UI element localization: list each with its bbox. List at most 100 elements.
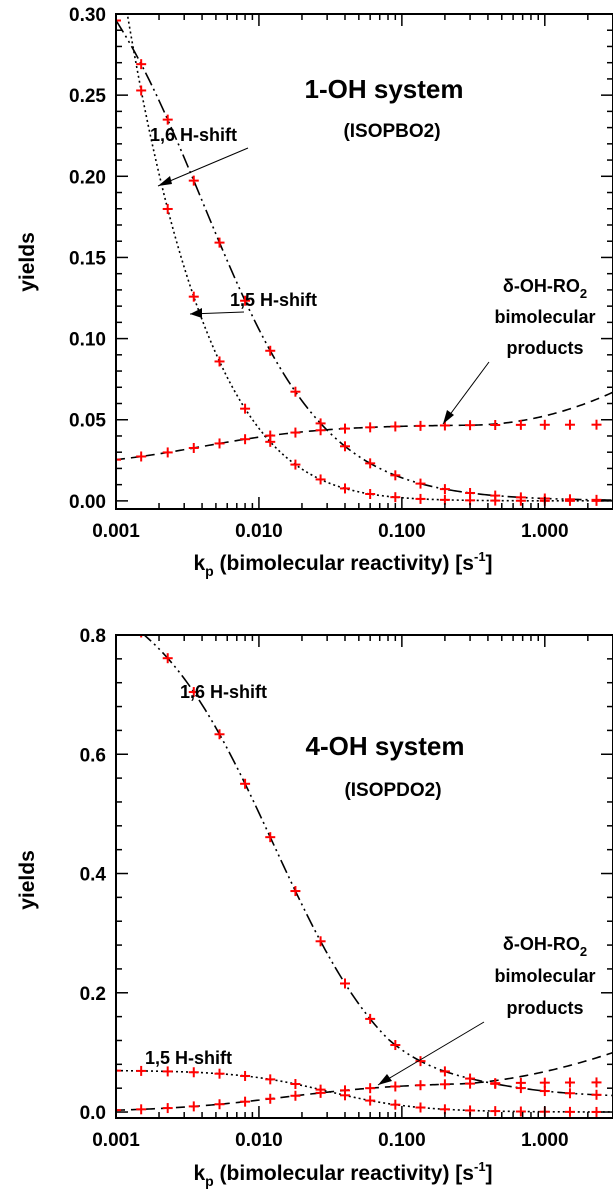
marker-plus-top-s0-p4: [214, 237, 225, 248]
y-tick-label-bottom: 0.6: [80, 745, 106, 766]
marker-plus-bottom-s2-p17: [539, 1077, 550, 1088]
x-tick-label-top: 0.010: [235, 521, 283, 542]
marker-plus-top-s1-p12: [415, 493, 426, 504]
x-axis-title-top: kp (bimolecular reactivity) [s-1]: [193, 549, 492, 579]
marker-plus-top-s2-p4: [214, 438, 225, 449]
marker-plus-bottom-s2-p16: [515, 1077, 526, 1088]
annotation-bimolecular-line1-bottom: δ-OH-RO2: [503, 934, 587, 959]
marker-plus-top-s2-p17: [539, 419, 550, 430]
marker-plus-bottom-s2-p4: [214, 1099, 225, 1110]
marker-plus-top-s0-p13: [439, 484, 450, 495]
marker-plus-top-s0-p1: [136, 59, 147, 70]
marker-plus-top-s0-p12: [415, 478, 426, 489]
marker-plus-bottom-s1-p6: [265, 1074, 276, 1085]
y-tick-label-top: 0.00: [69, 492, 106, 513]
marker-plus-bottom-s0-p9: [339, 978, 350, 989]
y-tick-label-bottom: 0.0: [80, 1103, 106, 1124]
marker-plus-top-s2-p19: [591, 419, 602, 430]
marker-plus-top-s2-p15: [490, 419, 501, 430]
marker-plus-bottom-s1-p1: [136, 1065, 147, 1076]
marker-plus-bottom-s2-p1: [136, 1104, 147, 1115]
ticks-top: 0.001 0.010 0.100 1.000 0.00 0.05 0.10 0.15 0.20…: [69, 5, 613, 542]
marker-plus-top-s2-p11: [390, 421, 401, 432]
marker-plus-bottom-s0-p8: [315, 936, 326, 947]
marker-plus-top-s0-p9: [339, 441, 350, 452]
arrow-bimolecular-bottom: [377, 1021, 485, 1086]
marker-plus-top-s2-p9: [339, 423, 350, 434]
marker-plus-bottom-s1-p10: [365, 1095, 376, 1106]
marker-plus-bottom-s2-p14: [465, 1078, 476, 1089]
annotation-bimolecular-line1-top: δ-OH-RO2: [503, 276, 587, 301]
marker-plus-bottom-s2-p13: [439, 1079, 450, 1090]
marker-plus-top-s1-p2: [162, 203, 173, 214]
series-line-dotted-bottom: [116, 1069, 613, 1113]
y-tick-label-top: 0.15: [69, 248, 106, 269]
series-group-bottom: [116, 635, 613, 1117]
marker-plus-bottom-s1-p11: [390, 1099, 401, 1110]
y-tick-label-bottom: 0.2: [80, 984, 106, 1005]
y-tick-label-top: 0.30: [69, 5, 106, 26]
x-tick-label-top: 0.001: [92, 521, 140, 542]
marker-plus-top-s1-p9: [339, 483, 350, 494]
marker-plus-bottom-s2-p0: [116, 1105, 121, 1116]
marker-plus-top-s1-p7: [290, 459, 301, 470]
panel-subtitle-bottom: (ISOPDO2): [344, 780, 441, 801]
marker-plus-bottom-s2-p12: [415, 1080, 426, 1091]
marker-plus-top-s0-p0: [116, 15, 121, 26]
y-axis-title-top: yields: [16, 232, 39, 292]
marker-plus-top-s2-p14: [465, 420, 476, 431]
marker-plus-bottom-s1-p2: [162, 1066, 173, 1077]
ticks-bottom: 0.001 0.010 0.100 1.000 0.0 0.2 0.4 0.6 0.8: [80, 626, 613, 1151]
marker-plus-bottom-s0-p11: [390, 1040, 401, 1051]
marker-plus-bottom-s2-p3: [188, 1101, 199, 1112]
marker-plus-top-s1-p19: [591, 495, 602, 506]
marker-plus-top-s0-p7: [290, 386, 301, 397]
annotation-15-hshift-bottom: 1,5 H-shift: [145, 1048, 232, 1068]
panel-1oh-system: 0.001 0.010 0.100 1.000 0.00 0.05 0.10 0.15 0.20…: [16, 5, 613, 579]
marker-plus-top-s1-p18: [564, 495, 575, 506]
panel-title-bottom: 4-OH system: [306, 731, 465, 761]
y-tick-label-top: 0.10: [69, 330, 106, 351]
marker-plus-top-s1-p11: [390, 492, 401, 503]
marker-plus-bottom-s2-p8: [315, 1087, 326, 1098]
marker-plus-top-s2-p5: [240, 434, 251, 445]
series-line-dashed-bottom: [116, 1051, 613, 1111]
arrowhead-bimolecular-bottom: [378, 1074, 392, 1085]
marker-plus-top-s1-p8: [315, 474, 326, 485]
marker-plus-top-s1-p5: [240, 403, 251, 414]
marker-plus-bottom-s1-p5: [240, 1070, 251, 1081]
marker-plus-top-s1-p16: [515, 495, 526, 506]
marker-plus-top-s2-p0: [116, 454, 121, 465]
x-tick-label-top: 0.100: [378, 521, 426, 542]
series-line-dash-dot-dot-bottom: [142, 635, 613, 1097]
annotation-16-hshift-top: 1,6 H-shift: [150, 125, 237, 145]
marker-plus-bottom-s2-p18: [564, 1077, 575, 1088]
marker-plus-top-s2-p10: [365, 422, 376, 433]
marker-plus-top-s1-p15: [490, 495, 501, 506]
y-tick-label-bottom: 0.4: [80, 865, 107, 886]
marker-plus-top-s2-p1: [136, 451, 147, 462]
marker-plus-top-s2-p3: [188, 442, 199, 453]
marker-plus-bottom-s2-p6: [265, 1093, 276, 1104]
marker-plus-top-s0-p3: [188, 175, 199, 186]
y-tick-label-top: 0.20: [69, 167, 106, 188]
annotation-bimolecular-line3-bottom: products: [506, 998, 583, 1018]
x-tick-label-bottom: 0.100: [378, 1130, 426, 1151]
arrow-16-hshift-top: [157, 147, 249, 187]
marker-plus-top-s1-p3: [188, 291, 199, 302]
marker-plus-bottom-s0-p3: [188, 687, 199, 698]
arrowhead-bimolecular-top: [443, 410, 454, 424]
y-tick-label-top: 0.05: [69, 411, 106, 432]
marker-plus-top-s0-p6: [265, 345, 276, 356]
series-line-dashed-top: [116, 391, 613, 461]
marker-plus-bottom-s2-p9: [339, 1085, 350, 1096]
series-line-dash-dot-dot-top: [116, 20, 613, 501]
marker-plus-bottom-s2-p7: [290, 1090, 301, 1101]
y-tick-label-top: 0.25: [69, 86, 106, 107]
y-tick-label-bottom: 0.8: [80, 626, 106, 647]
marker-plus-bottom-s1-p15: [490, 1106, 501, 1117]
marker-plus-bottom-s0-p18: [564, 1088, 575, 1099]
marker-plus-top-s2-p7: [290, 427, 301, 438]
marker-plus-bottom-s0-p7: [290, 886, 301, 897]
